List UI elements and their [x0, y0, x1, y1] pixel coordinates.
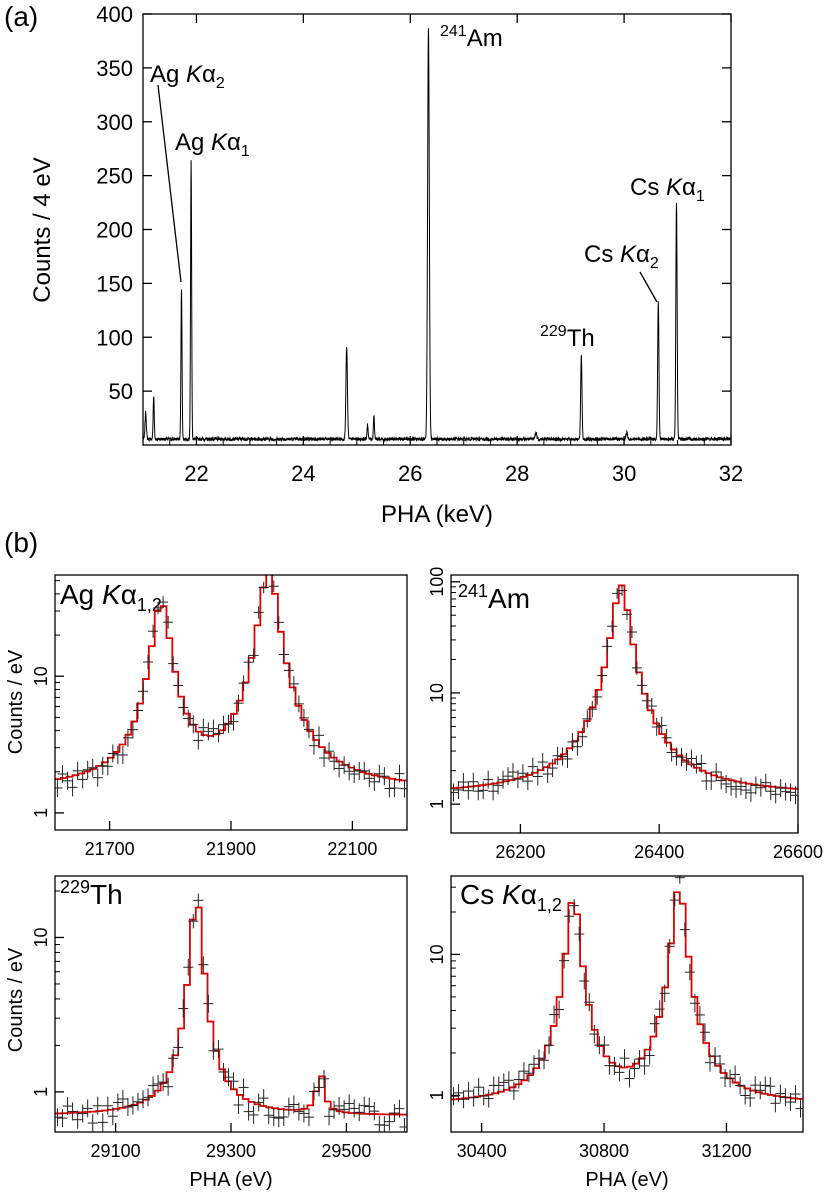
x-tick-label-b2: 26400	[634, 842, 684, 862]
main-spectrum-chart: 50 100 150 200 250 300 350 400 22 24 26 28 30 32 PHA…	[29, 2, 743, 528]
fit-curve-b3	[55, 906, 407, 1116]
inset-label-th: 229Th	[60, 877, 123, 910]
inset-th: 229Th Counts / eV PHA (eV) 1 10 29100 29300…	[5, 875, 408, 1191]
y-tick-label-a: 400	[96, 2, 133, 27]
label-ag-ka2: Ag Kα2	[150, 61, 225, 92]
data-points-b1	[55, 580, 407, 798]
y-tick-label-a: 150	[96, 271, 133, 296]
panel-letter-b: (b)	[4, 527, 38, 558]
leader-cs-ka2	[639, 271, 658, 303]
fit-curve-b4	[451, 891, 803, 1101]
data-points-b2	[451, 585, 798, 805]
x-tick-label-b2: 26200	[495, 842, 545, 862]
leader-ag-ka2	[157, 84, 182, 283]
plot-frame-b4	[450, 875, 804, 1133]
y-axis-title-ag: Counts / eV	[5, 649, 27, 754]
y-axis-title-a: Counts / 4 eV	[29, 157, 56, 302]
label-ag-ka1: Ag Kα1	[175, 129, 250, 160]
x-tick-label-b3: 29100	[91, 1141, 141, 1161]
plot-frame-b1	[54, 574, 408, 831]
y-tick-label-a: 300	[96, 110, 133, 135]
x-axis-title-a: PHA (keV)	[381, 501, 493, 528]
inset-label-cs: Cs Kα1,2	[460, 879, 562, 915]
x-tick-label-a: 30	[612, 461, 636, 486]
y-tick-label-b4: 10	[427, 944, 447, 964]
inset-label-am: 241Am	[458, 581, 530, 614]
fit-curve-b2	[451, 584, 798, 790]
x-tick-label-a: 26	[398, 461, 422, 486]
inset-am: 241Am 1 10 100 26200 26400 26600	[427, 567, 823, 862]
plot-frame-b3	[54, 875, 408, 1133]
inset-label-ag: Ag Kα1,2	[60, 579, 162, 615]
spectrum-line	[142, 28, 732, 443]
x-axis-title-th: PHA (eV)	[189, 1169, 272, 1191]
inset-cs: Cs Kα1,2 PHA (eV) 1 10 30400 30800 31200	[427, 875, 804, 1191]
label-th229: 229Th	[540, 323, 595, 352]
label-am241: 241Am	[440, 23, 503, 52]
y-axis-a: 50 100 150 200 250 300 350 400	[96, 2, 731, 404]
x-tick-label-b4: 31200	[701, 1141, 751, 1161]
data-points-b4	[451, 876, 803, 1118]
y-tick-label-b3: 10	[31, 927, 51, 947]
inset-ag: Ag Kα1,2 Counts / eV 1 10 21700 21900 22100	[5, 574, 408, 859]
x-axis-title-cs: PHA (eV)	[585, 1169, 668, 1191]
x-tick-label-b4: 30400	[457, 1141, 507, 1161]
x-tick-label-a: 24	[291, 461, 315, 486]
y-tick-label-a: 200	[96, 218, 133, 243]
y-tick-label-b1: 1	[31, 808, 51, 818]
y-tick-label-a: 350	[96, 56, 133, 81]
plot-frame-a	[142, 13, 732, 446]
y-tick-label-b4: 1	[427, 1090, 447, 1100]
x-tick-label-b2: 26600	[773, 842, 823, 862]
panel-letter-a: (a)	[4, 1, 38, 32]
y-tick-label-b3: 1	[31, 1087, 51, 1097]
label-cs-ka1: Cs Kα1	[630, 174, 705, 205]
y-tick-label-b2: 10	[427, 683, 447, 703]
y-tick-label-a: 50	[109, 379, 133, 404]
x-tick-label-a: 32	[719, 461, 743, 486]
x-tick-label-a: 28	[505, 461, 529, 486]
y-tick-label-b2: 100	[427, 567, 447, 597]
y-axis-title-th: Counts / eV	[5, 947, 27, 1052]
y-tick-label-a: 100	[96, 325, 133, 350]
x-axis-a: 22 24 26 28 30 32	[142, 14, 743, 486]
x-tick-label-a: 22	[184, 461, 208, 486]
y-tick-label-b2: 1	[427, 799, 447, 809]
y-tick-label-b1: 10	[31, 666, 51, 686]
x-tick-label-b1: 21700	[85, 839, 135, 859]
x-tick-label-b3: 29500	[321, 1141, 371, 1161]
y-tick-label-a: 250	[96, 164, 133, 189]
x-tick-label-b1: 21900	[206, 839, 256, 859]
x-tick-label-b1: 22100	[327, 839, 377, 859]
label-cs-ka2: Cs Kα2	[584, 241, 659, 272]
x-tick-label-b3: 29300	[206, 1141, 256, 1161]
x-tick-label-b4: 30800	[579, 1141, 629, 1161]
data-points-b3	[55, 893, 407, 1132]
